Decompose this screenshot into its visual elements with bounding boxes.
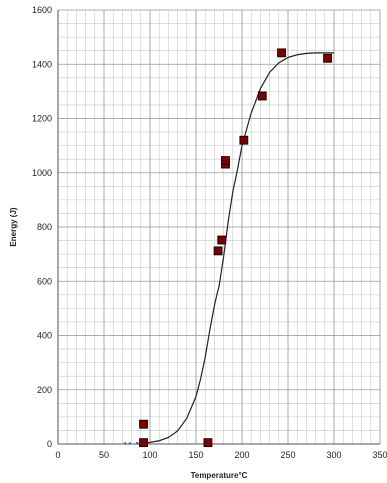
- x-tick-label: 100: [142, 450, 157, 460]
- data-point-marker: [139, 438, 148, 448]
- x-tick-label: 350: [372, 450, 387, 460]
- y-tick-label: 1000: [32, 168, 52, 178]
- data-point-dot: [135, 441, 139, 445]
- x-tick-label: 250: [280, 450, 295, 460]
- x-tick-label: 200: [234, 450, 249, 460]
- data-point-marker: [277, 48, 286, 58]
- data-point-marker: [203, 438, 213, 448]
- y-axis-title: Energy (J): [9, 207, 18, 246]
- major-gridlines: [57, 9, 381, 445]
- fit-curve: [143, 52, 334, 444]
- y-tick-label: 400: [37, 331, 52, 341]
- y-tick-label: 1200: [32, 114, 52, 124]
- data-point-dot: [128, 442, 131, 445]
- y-tick-label: 600: [37, 276, 52, 286]
- data-point-marker: [213, 246, 223, 256]
- y-tick-label: 200: [37, 385, 52, 395]
- data-point-marker: [221, 156, 230, 165]
- x-axis-title: Temperature°C: [191, 471, 248, 480]
- x-tick-label: 300: [326, 450, 341, 460]
- x-tick-label: 150: [188, 450, 203, 460]
- y-tick-label: 1400: [32, 59, 52, 69]
- tick-labels: 0 50 100 150 200 250 300 350 0 200 400 600 800 1000 12…: [32, 5, 387, 460]
- x-tick-label: 0: [55, 450, 60, 460]
- data-point-marker: [239, 135, 249, 145]
- fit-curve-line: [143, 52, 334, 444]
- data-point-dot: [123, 442, 127, 445]
- data-points: [123, 48, 332, 448]
- data-point-marker: [217, 235, 227, 245]
- axes: [57, 10, 380, 445]
- y-tick-label: 0: [47, 439, 52, 449]
- data-point-marker: [139, 419, 148, 429]
- data-point-marker: [323, 53, 332, 63]
- x-tick-label: 50: [99, 450, 109, 460]
- y-tick-label: 800: [37, 222, 52, 232]
- data-point-marker: [257, 91, 267, 101]
- y-tick-label: 1600: [32, 5, 52, 15]
